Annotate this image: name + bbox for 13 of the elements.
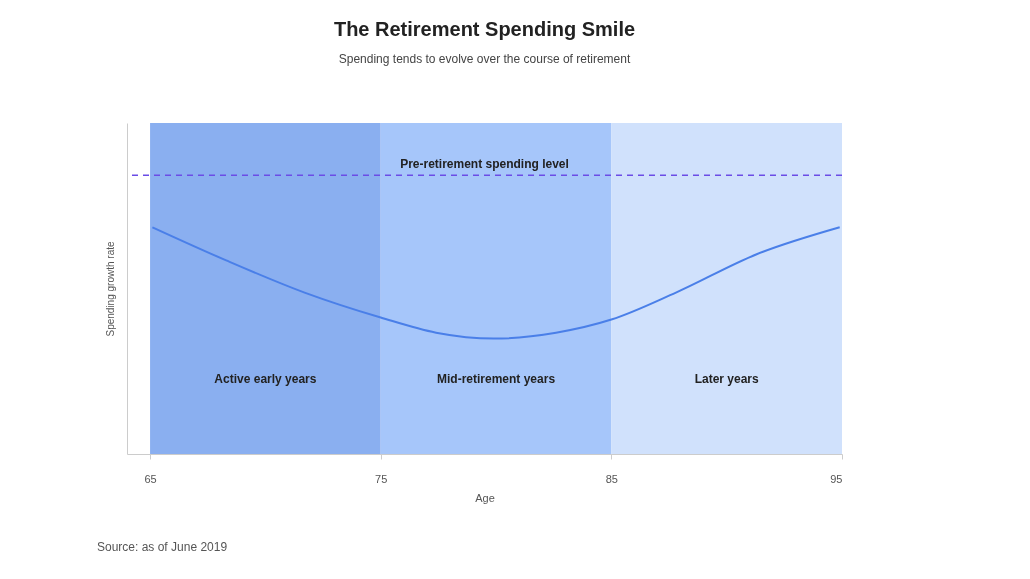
source-note: Source: as of June 2019: [97, 540, 228, 554]
ref-line-label: Pre-retirement spending level: [400, 157, 569, 172]
band-label: Mid-retirement years: [437, 372, 556, 387]
x-axis-title: Age: [475, 491, 495, 504]
band-label: Active early years: [214, 372, 317, 387]
x-tick-label: 75: [375, 472, 388, 485]
y-axis-title: Spending growth rate: [104, 241, 116, 337]
x-tick-label: 65: [144, 472, 157, 485]
x-tick-label: 95: [830, 472, 843, 485]
chart-title: The Retirement Spending Smile: [333, 18, 636, 40]
band-label: Later years: [694, 372, 760, 387]
x-tick-label: 85: [605, 472, 618, 485]
chart-subtitle: Spending tends to evolve over the course of retirement: [338, 52, 631, 66]
